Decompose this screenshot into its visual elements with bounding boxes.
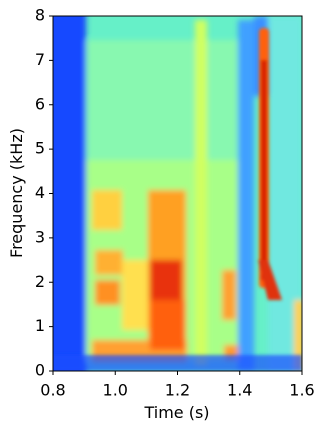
x-axis-label: Time (s)	[143, 403, 209, 422]
x-tick-label: 1.2	[165, 381, 190, 400]
x-tick-label: 1.0	[103, 381, 128, 400]
spectrogram-image	[53, 16, 302, 371]
y-axis-label: Frequency (kHz)	[7, 128, 26, 258]
y-tick-label: 4	[35, 183, 45, 202]
y-tick-label: 1	[35, 316, 45, 335]
x-tick-label: 1.6	[289, 381, 314, 400]
y-tick-label: 3	[35, 227, 45, 246]
y-tick-label: 7	[35, 50, 45, 69]
y-tick-label: 8	[35, 6, 45, 25]
y-tick-label: 5	[35, 139, 45, 158]
x-tick-label: 0.8	[40, 381, 65, 400]
y-tick-label: 6	[35, 94, 45, 113]
y-tick-label: 0	[35, 361, 45, 380]
x-tick-label: 1.4	[227, 381, 252, 400]
y-tick-label: 2	[35, 272, 45, 291]
